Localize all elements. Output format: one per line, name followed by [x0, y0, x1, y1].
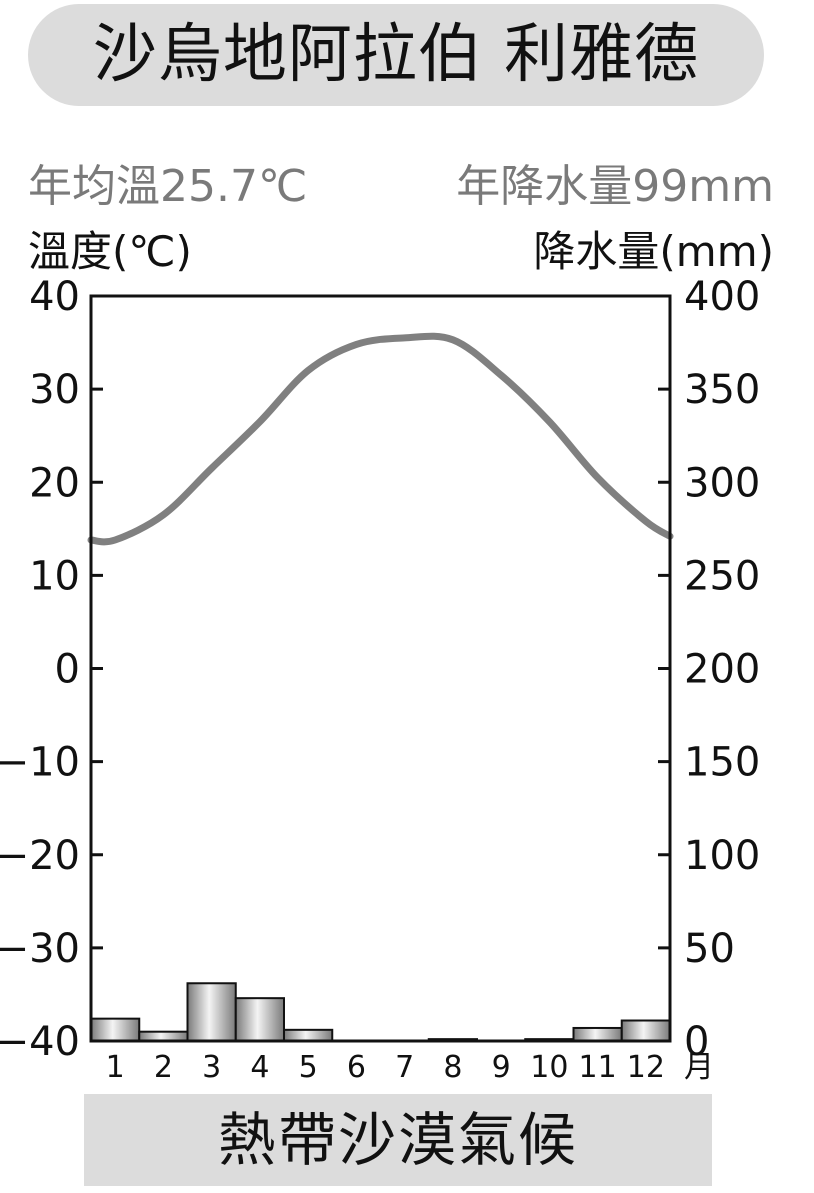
- left-tick-label: 30: [29, 367, 80, 413]
- left-tick-label: 20: [29, 460, 80, 506]
- month-label: 2: [154, 1050, 173, 1085]
- temperature-line: [87, 332, 674, 546]
- annual-precipitation: 年降水量99mm: [456, 161, 774, 212]
- y-axis-left-title: 溫度(℃): [28, 227, 192, 276]
- y-axis-right-title: 降水量(mm): [533, 227, 774, 276]
- left-tick-label: 10: [29, 553, 80, 599]
- axis-ticks: [91, 387, 670, 950]
- left-tick-label: −30: [0, 926, 80, 972]
- left-tick-label: 40: [29, 274, 80, 320]
- left-tick-label: −20: [0, 833, 80, 879]
- left-tick-label: 0: [55, 647, 80, 693]
- right-tick-label: 200: [684, 647, 760, 693]
- precipitation-bars: [90, 982, 671, 1043]
- precipitation-bar-11: [572, 1026, 623, 1043]
- annual-temperature: 年均溫25.7℃: [28, 161, 308, 212]
- title-pill: [28, 4, 764, 106]
- month-label: 8: [443, 1050, 462, 1085]
- month-label: 1: [106, 1050, 125, 1085]
- right-tick-label: 350: [684, 367, 760, 413]
- left-tick-label: −40: [0, 1019, 80, 1065]
- right-tick-label: 400: [684, 274, 760, 320]
- plot-frame: [89, 294, 672, 1043]
- climate-type-label: 熱帶沙漠氣候: [217, 1106, 578, 1174]
- right-tick-label: 50: [684, 926, 735, 972]
- temperature-line-group: [87, 332, 674, 546]
- right-tick-label: 0: [684, 1019, 709, 1065]
- precipitation-bar-12: [620, 1019, 671, 1043]
- month-label: 12: [627, 1050, 665, 1085]
- month-label: 9: [492, 1050, 511, 1085]
- precipitation-bar-1: [90, 1017, 141, 1043]
- month-label: 7: [395, 1050, 414, 1085]
- precipitation-bar-3: [186, 982, 237, 1043]
- page-title: 沙烏地阿拉伯 利雅德: [92, 18, 700, 92]
- right-tick-label: 100: [684, 833, 760, 879]
- month-label: 5: [299, 1050, 318, 1085]
- right-tick-label: 250: [684, 553, 760, 599]
- climate-type-box: [84, 1094, 712, 1186]
- left-tick-label: −10: [0, 740, 80, 786]
- x-axis-title: 月: [684, 1050, 714, 1085]
- right-tick-label: 300: [684, 460, 760, 506]
- month-label: 11: [579, 1050, 617, 1085]
- month-label: 10: [530, 1050, 568, 1085]
- precipitation-bar-4: [234, 997, 285, 1042]
- month-label: 6: [347, 1050, 366, 1085]
- month-label: 4: [250, 1050, 269, 1085]
- precipitation-bar-5: [283, 1028, 334, 1042]
- right-tick-label: 150: [684, 740, 760, 786]
- month-label: 3: [202, 1050, 221, 1085]
